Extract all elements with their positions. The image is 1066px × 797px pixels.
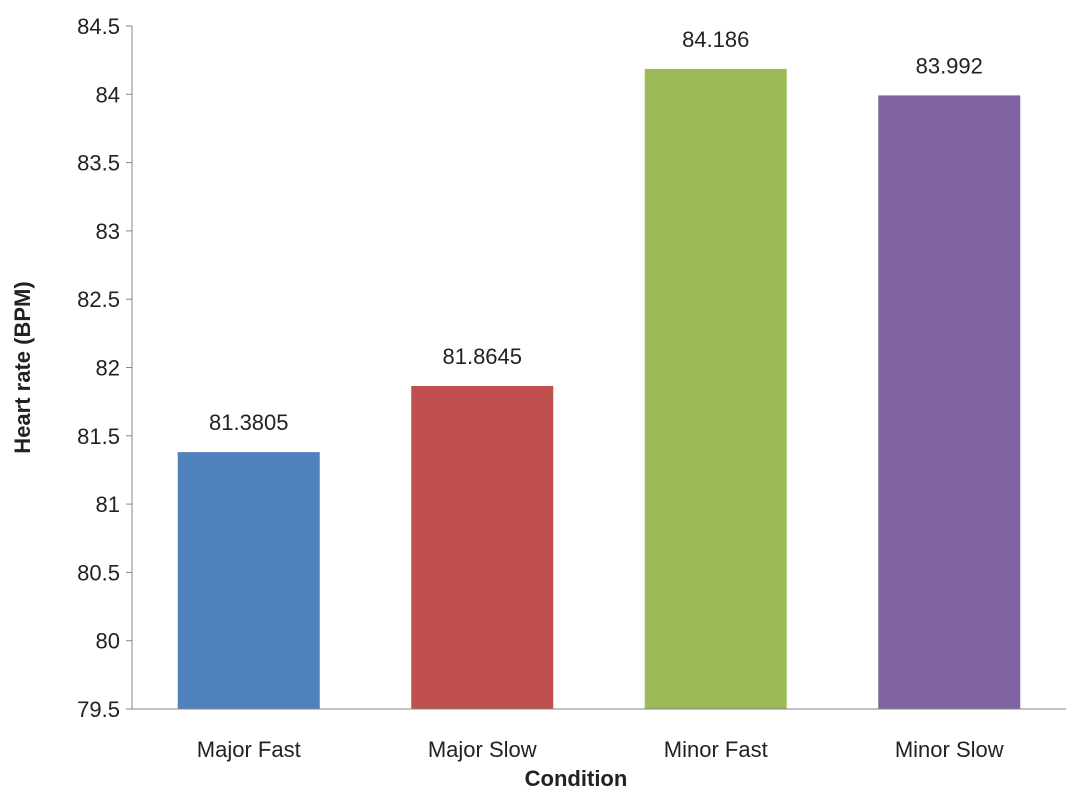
data-labels: 81.3805 81.8645 84.186 83.992	[209, 27, 983, 435]
bar-minor-fast	[644, 68, 787, 710]
y-tick-label: 82.5	[77, 287, 120, 312]
y-tick-label: 84.5	[77, 14, 120, 39]
data-label: 84.186	[682, 27, 749, 52]
y-tick-label: 83	[96, 219, 120, 244]
y-tick-label: 83.5	[77, 151, 120, 176]
x-tick-label: Major Slow	[428, 737, 537, 762]
data-label: 83.992	[916, 53, 983, 78]
data-label: 81.8645	[442, 344, 522, 369]
y-tick-label: 81	[96, 492, 120, 517]
x-tick-label: Minor Fast	[664, 737, 768, 762]
bar-major-fast	[177, 452, 320, 709]
y-axis-ticks: 79.5 80 80.5 81 81.5 82 82.5 83 83.5 84 84.5	[77, 14, 132, 722]
y-tick-label: 82	[96, 356, 120, 381]
data-label: 81.3805	[209, 410, 289, 435]
y-tick-label: 80.5	[77, 560, 120, 585]
bar-minor-slow	[878, 95, 1021, 709]
y-tick-label: 80	[96, 629, 120, 654]
y-tick-label: 79.5	[77, 697, 120, 722]
x-tick-label: Minor Slow	[895, 737, 1004, 762]
x-tick-label: Major Fast	[197, 737, 301, 762]
y-tick-label: 84	[96, 82, 120, 107]
y-tick-label: 81.5	[77, 424, 120, 449]
y-axis-title: Heart rate (BPM)	[10, 281, 35, 453]
x-axis-tick-labels: Major Fast Major Slow Minor Fast Minor Slow	[197, 737, 1004, 762]
x-axis-title: Condition	[525, 766, 628, 791]
bar-major-slow	[411, 386, 554, 709]
bars	[177, 68, 1021, 710]
